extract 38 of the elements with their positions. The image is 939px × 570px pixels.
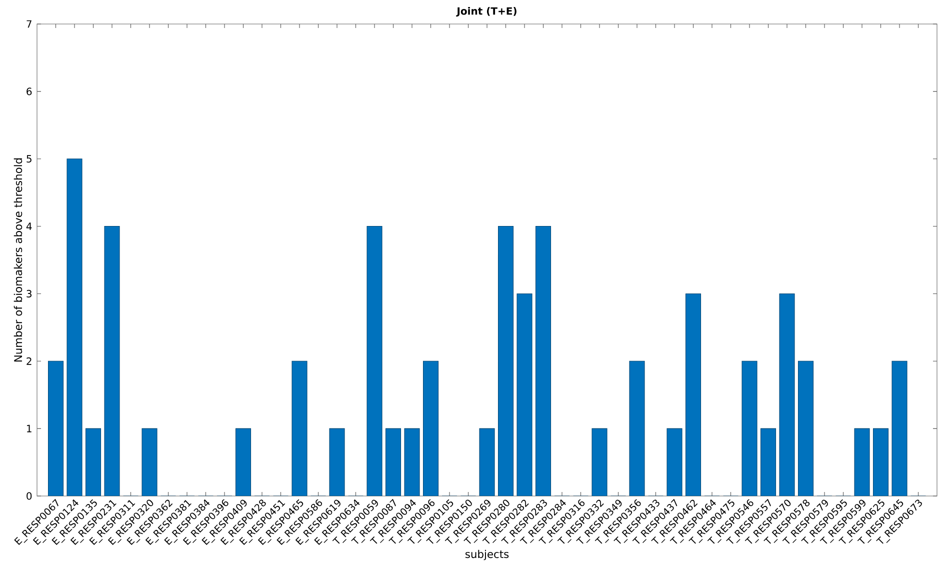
bar [854, 428, 870, 496]
y-tick-label: 2 [26, 357, 32, 365]
y-tick-label: 4 [26, 222, 32, 230]
bar [66, 158, 82, 496]
bar [592, 428, 608, 496]
bar [535, 226, 552, 496]
bar [85, 428, 102, 496]
bar [104, 226, 120, 496]
bar [779, 293, 795, 496]
bar [292, 360, 308, 496]
bar [666, 428, 682, 496]
y-axis-title: Number of biomakers above threshold [14, 158, 22, 362]
bar [629, 360, 645, 496]
x-axis-title: subjects [465, 550, 509, 560]
bar [760, 428, 776, 496]
y-tick-label: 3 [26, 290, 32, 298]
y-tick-label: 5 [26, 155, 32, 163]
y-tick-label: 1 [27, 424, 32, 432]
bar [142, 428, 158, 496]
bar [516, 293, 532, 496]
y-tick-label: 0 [26, 492, 32, 500]
bar [329, 428, 345, 496]
bar [742, 360, 758, 496]
bar [385, 428, 402, 496]
bar [404, 428, 420, 496]
y-tick-label: 7 [26, 20, 32, 28]
bar [685, 293, 702, 496]
y-tick-label: 6 [26, 88, 32, 96]
bar [235, 428, 252, 496]
bar [798, 360, 814, 496]
bar [48, 360, 64, 496]
bar [479, 428, 495, 496]
bar [892, 360, 908, 496]
bar [872, 428, 889, 496]
bar [498, 226, 514, 496]
chart-title: Joint (T+E) [456, 7, 516, 17]
bar [422, 360, 439, 496]
bar [366, 226, 382, 496]
